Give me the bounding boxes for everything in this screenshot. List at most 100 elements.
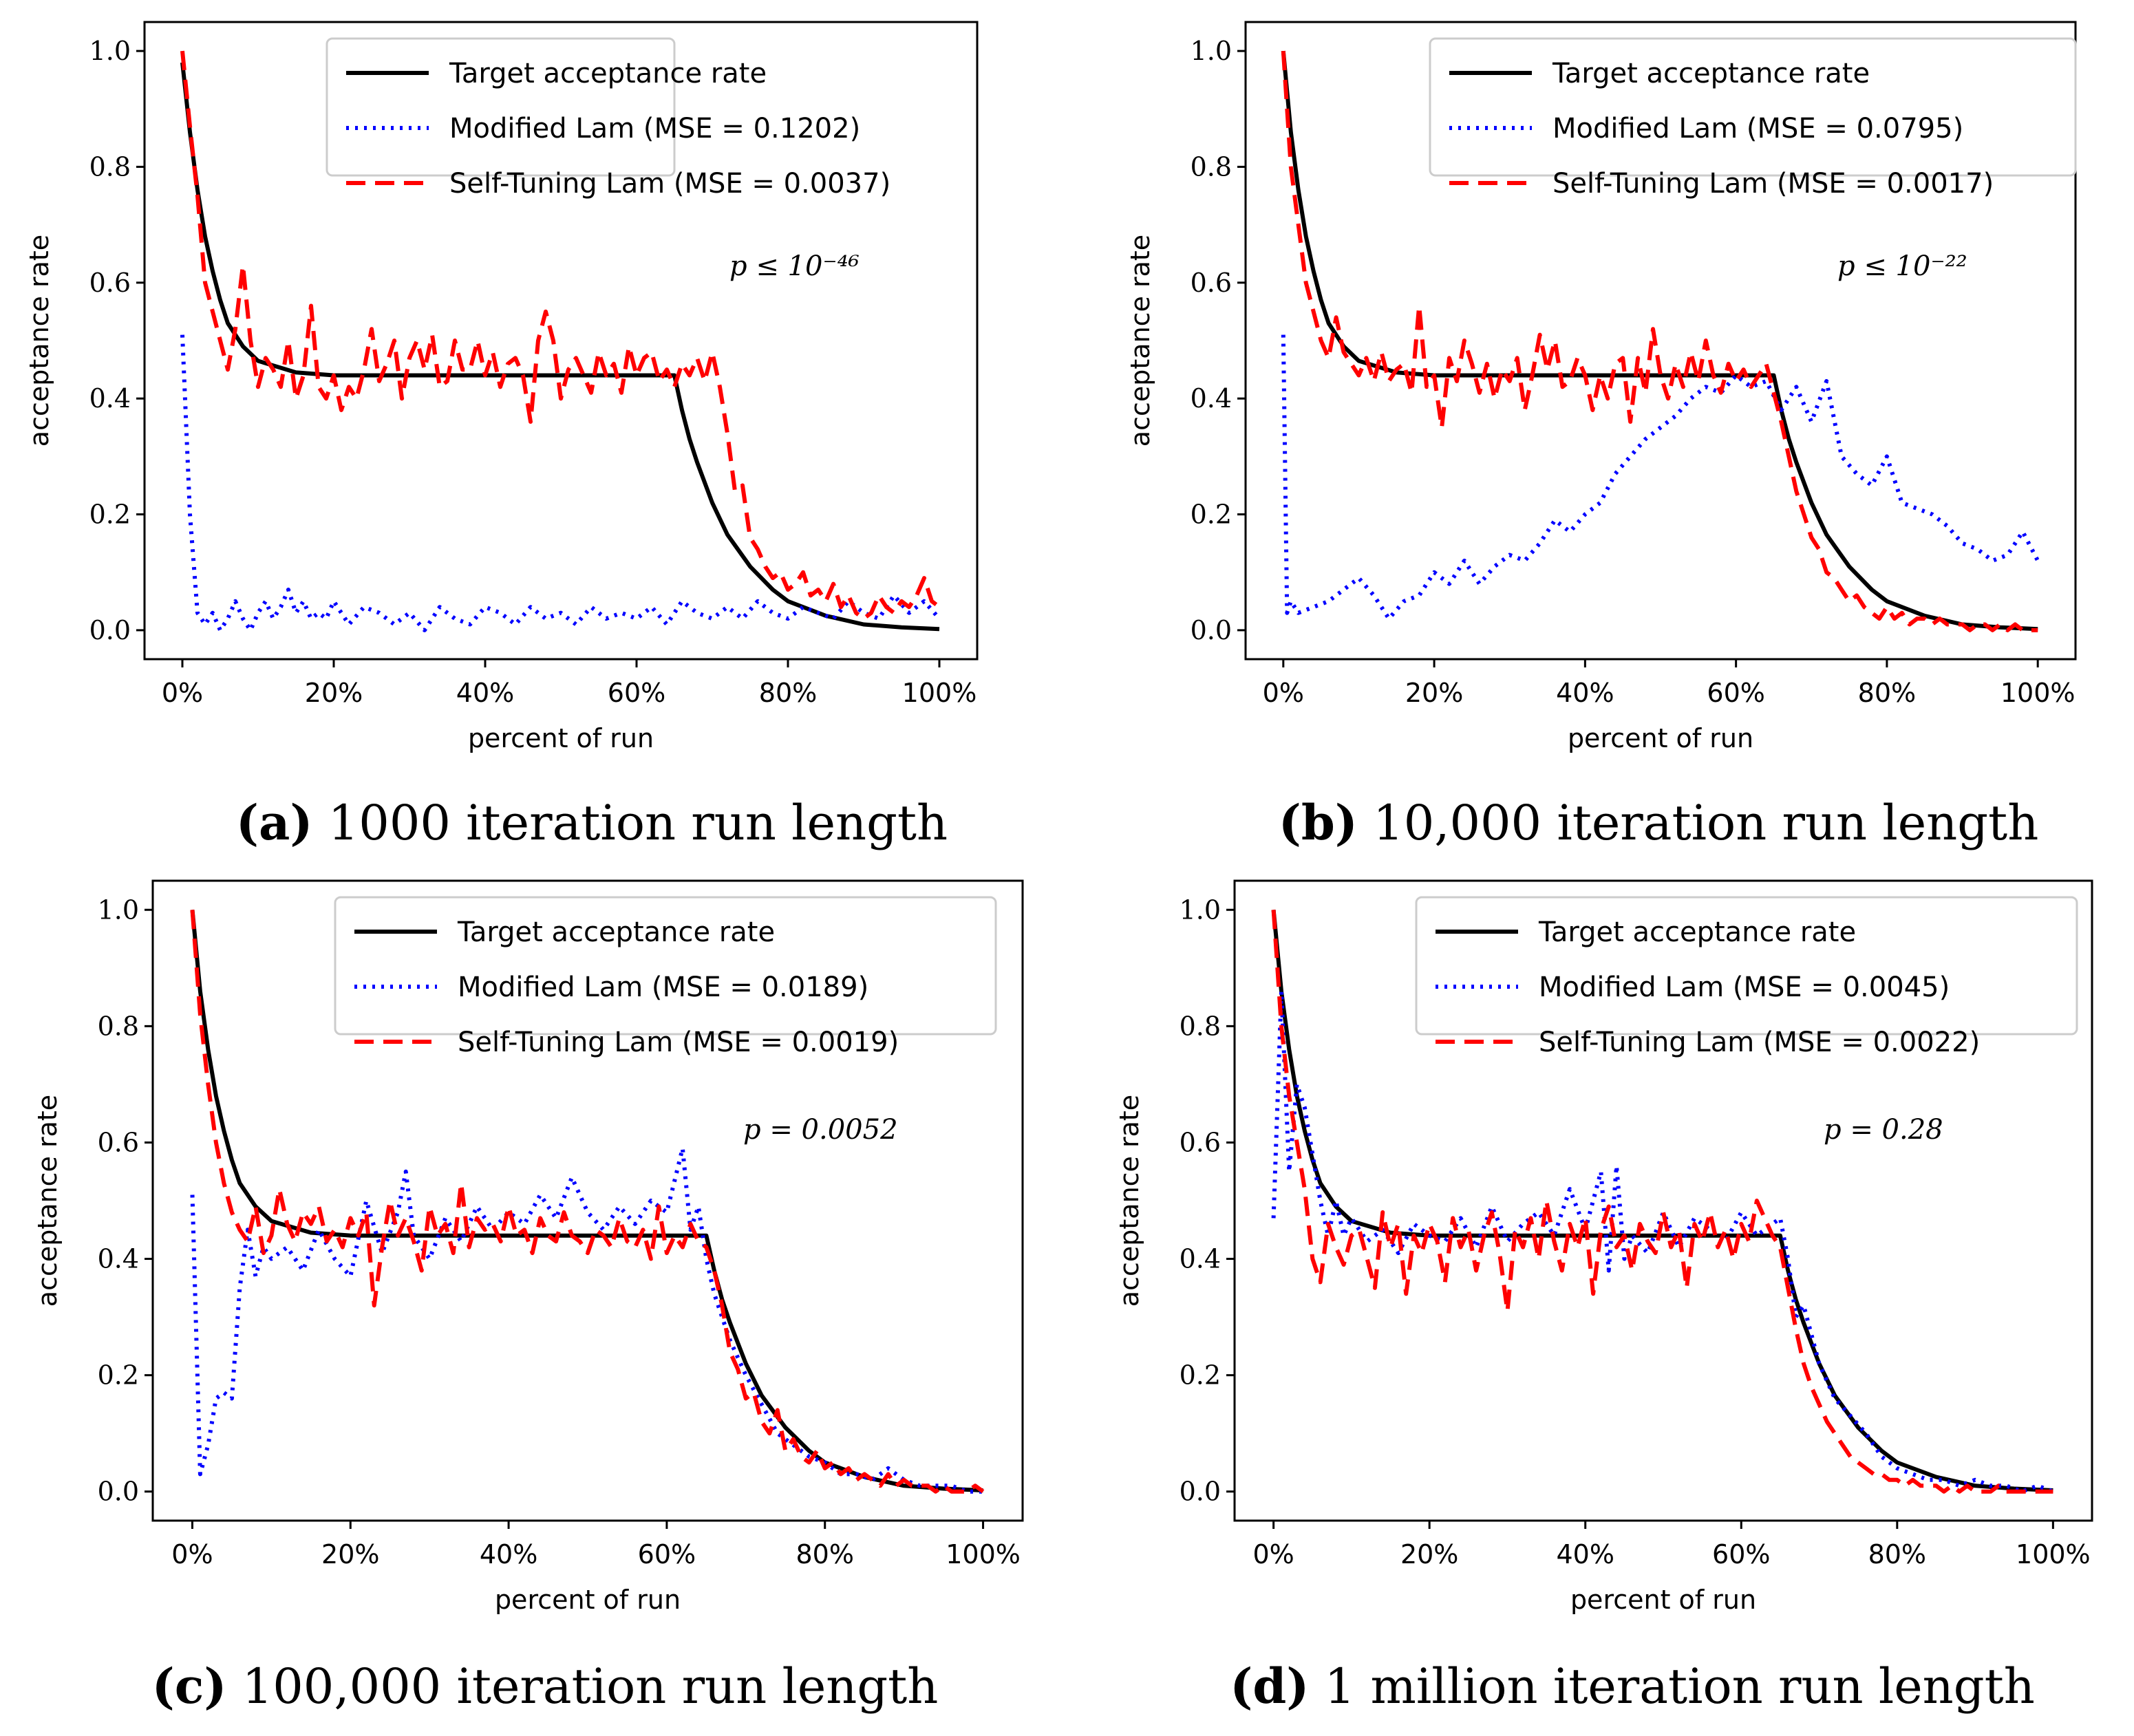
modified-lam-line	[1281, 334, 2040, 621]
legend-entry: Modified Lam (MSE = 0.0189)	[458, 972, 868, 1003]
y-tick-label: 0.0	[1180, 1477, 1221, 1507]
x-axis-label: percent of run	[1568, 723, 1753, 753]
legend-entry: Target acceptance rate	[1552, 58, 1870, 89]
y-tick-label: 0.4	[89, 383, 131, 414]
y-axis-label: acceptance rate	[32, 1095, 63, 1307]
x-tick-label: 100%	[946, 1539, 1021, 1569]
legend-entry: Target acceptance rate	[449, 58, 767, 89]
y-tick-label: 0.2	[89, 500, 131, 530]
subfigure-caption: (d) 1 million iteration run length	[1230, 1658, 2035, 1715]
x-tick-label: 60%	[1707, 678, 1764, 708]
plot-frame	[151, 879, 1024, 1522]
plot-frame	[1233, 879, 2093, 1522]
y-tick-label: 0.2	[98, 1360, 139, 1391]
x-tick-label: 40%	[1556, 1539, 1614, 1569]
y-tick-label: 0.6	[89, 268, 131, 298]
y-tick-label: 0.2	[1191, 500, 1232, 530]
y-tick-label: 0.2	[1180, 1360, 1221, 1391]
y-tick-label: 0.0	[1191, 615, 1232, 645]
p-value-annotation: p ≤ 10⁻²²	[1837, 250, 1967, 282]
x-tick-label: 60%	[608, 678, 665, 708]
y-tick-label: 0.6	[98, 1127, 139, 1157]
legend-entry: Modified Lam (MSE = 0.0045)	[1539, 972, 1950, 1003]
subfigure-caption: (c) 100,000 iteration run length	[152, 1658, 939, 1715]
caption-label: (a)	[236, 794, 313, 851]
x-axis-label: percent of run	[1570, 1585, 1756, 1615]
y-tick-label: 0.6	[1191, 268, 1232, 298]
y-tick-label: 0.6	[1180, 1127, 1221, 1157]
y-axis-label: acceptance rate	[1114, 1095, 1144, 1307]
modified-lam-line	[180, 334, 941, 632]
x-tick-label: 80%	[1868, 1539, 1926, 1569]
legend: Target acceptance rate Modified Lam (MSE …	[1429, 37, 2077, 200]
x-tick-label: 80%	[1858, 678, 1916, 708]
y-axis-label: acceptance rate	[24, 235, 54, 447]
x-tick-label: 80%	[796, 1539, 853, 1569]
y-tick-label: 0.0	[98, 1477, 139, 1507]
caption-text: 100,000 iteration run length	[226, 1658, 938, 1715]
x-tick-label: 0%	[162, 678, 203, 708]
legend-entry: Self-Tuning Lam (MSE = 0.0037)	[449, 168, 890, 200]
self-tuning-lam-line	[180, 50, 941, 621]
self-tuning-lam-line	[190, 910, 985, 1494]
y-tick-label: 0.8	[89, 151, 131, 182]
x-tick-label: 100%	[2000, 678, 2076, 708]
x-tick-label: 0%	[1252, 1539, 1294, 1569]
self-tuning-lam-line	[1281, 50, 2038, 632]
p-value-annotation: p ≤ 10⁻⁴⁶	[729, 250, 860, 282]
x-axis-label: percent of run	[495, 1585, 681, 1615]
x-tick-label: 80%	[759, 678, 817, 708]
x-tick-label: 60%	[1712, 1539, 1770, 1569]
x-tick-label: 100%	[902, 678, 977, 708]
x-tick-label: 0%	[171, 1539, 213, 1569]
subfigure-caption: (a) 1000 iteration run length	[236, 794, 948, 851]
legend-entry: Modified Lam (MSE = 0.1202)	[449, 113, 860, 144]
self-tuning-lam-line	[1271, 910, 2053, 1494]
caption-label: (d)	[1230, 1658, 1309, 1715]
x-tick-label: 40%	[1556, 678, 1614, 708]
target-line	[180, 62, 940, 632]
y-tick-label: 1.0	[98, 894, 139, 925]
chart-panel-b: 0.0 0.2 0.4 0.6 0.8 1.0 0% 20% 40% 60% 80% 100% perc…	[1125, 21, 2077, 851]
legend-entry: Target acceptance rate	[457, 917, 775, 948]
caption-label: (b)	[1279, 794, 1358, 851]
y-tick-label: 0.8	[1180, 1011, 1221, 1041]
y-tick-label: 0.0	[89, 615, 131, 645]
y-tick-label: 0.8	[1191, 151, 1232, 182]
p-value-annotation: p = 0.28	[1824, 1114, 1943, 1146]
y-tick-label: 0.4	[1180, 1244, 1221, 1274]
caption-text: 1 million iteration run length	[1309, 1658, 2034, 1715]
y-axis-label: acceptance rate	[1125, 235, 1155, 447]
legend-box	[334, 896, 997, 1036]
x-tick-label: 0%	[1263, 678, 1304, 708]
legend-entry: Self-Tuning Lam (MSE = 0.0022)	[1539, 1027, 1980, 1058]
x-axis-label: percent of run	[468, 723, 654, 753]
legend: Target acceptance rate Modified Lam (MSE …	[326, 37, 890, 200]
legend-entry: Self-Tuning Lam (MSE = 0.0019)	[458, 1027, 899, 1058]
legend-entry: Self-Tuning Lam (MSE = 0.0017)	[1553, 168, 1994, 200]
plot-frame	[143, 21, 979, 661]
x-tick-label: 40%	[480, 1539, 537, 1569]
chart-panel-d: 0.0 0.2 0.4 0.6 0.8 1.0 0% 20% 40% 60% 80% 100% perc…	[1114, 879, 2093, 1715]
legend-box	[1415, 896, 2078, 1036]
legend-entry: Modified Lam (MSE = 0.0795)	[1553, 113, 1963, 144]
y-tick-label: 0.8	[98, 1011, 139, 1041]
caption-label: (c)	[152, 1658, 227, 1715]
y-tick-label: 1.0	[1180, 894, 1221, 925]
x-tick-label: 20%	[321, 1539, 379, 1569]
chart-panel-c: 0.0 0.2 0.4 0.6 0.8 1.0 0% 20% 40% 60% 80% 100% perc…	[32, 879, 1024, 1715]
x-tick-label: 20%	[1405, 678, 1463, 708]
x-tick-label: 60%	[638, 1539, 696, 1569]
plot-frame	[1244, 21, 2077, 661]
legend-box	[1429, 37, 2077, 177]
legend-entry: Target acceptance rate	[1538, 917, 1856, 948]
chart-panel-a: 0.0 0.2 0.4 0.6 0.8 1.0 0% 20% 40% 60% 80% 100% perc…	[24, 21, 979, 851]
subfigure-caption: (b) 10,000 iteration run length	[1279, 794, 2039, 851]
legend: Target acceptance rate Modified Lam (MSE …	[334, 896, 997, 1058]
legend: Target acceptance rate Modified Lam (MSE …	[1415, 896, 2078, 1058]
x-tick-label: 20%	[305, 678, 363, 708]
caption-text: 1000 iteration run length	[313, 795, 948, 851]
caption-text: 10,000 iteration run length	[1358, 795, 2038, 851]
x-tick-label: 100%	[2016, 1539, 2091, 1569]
